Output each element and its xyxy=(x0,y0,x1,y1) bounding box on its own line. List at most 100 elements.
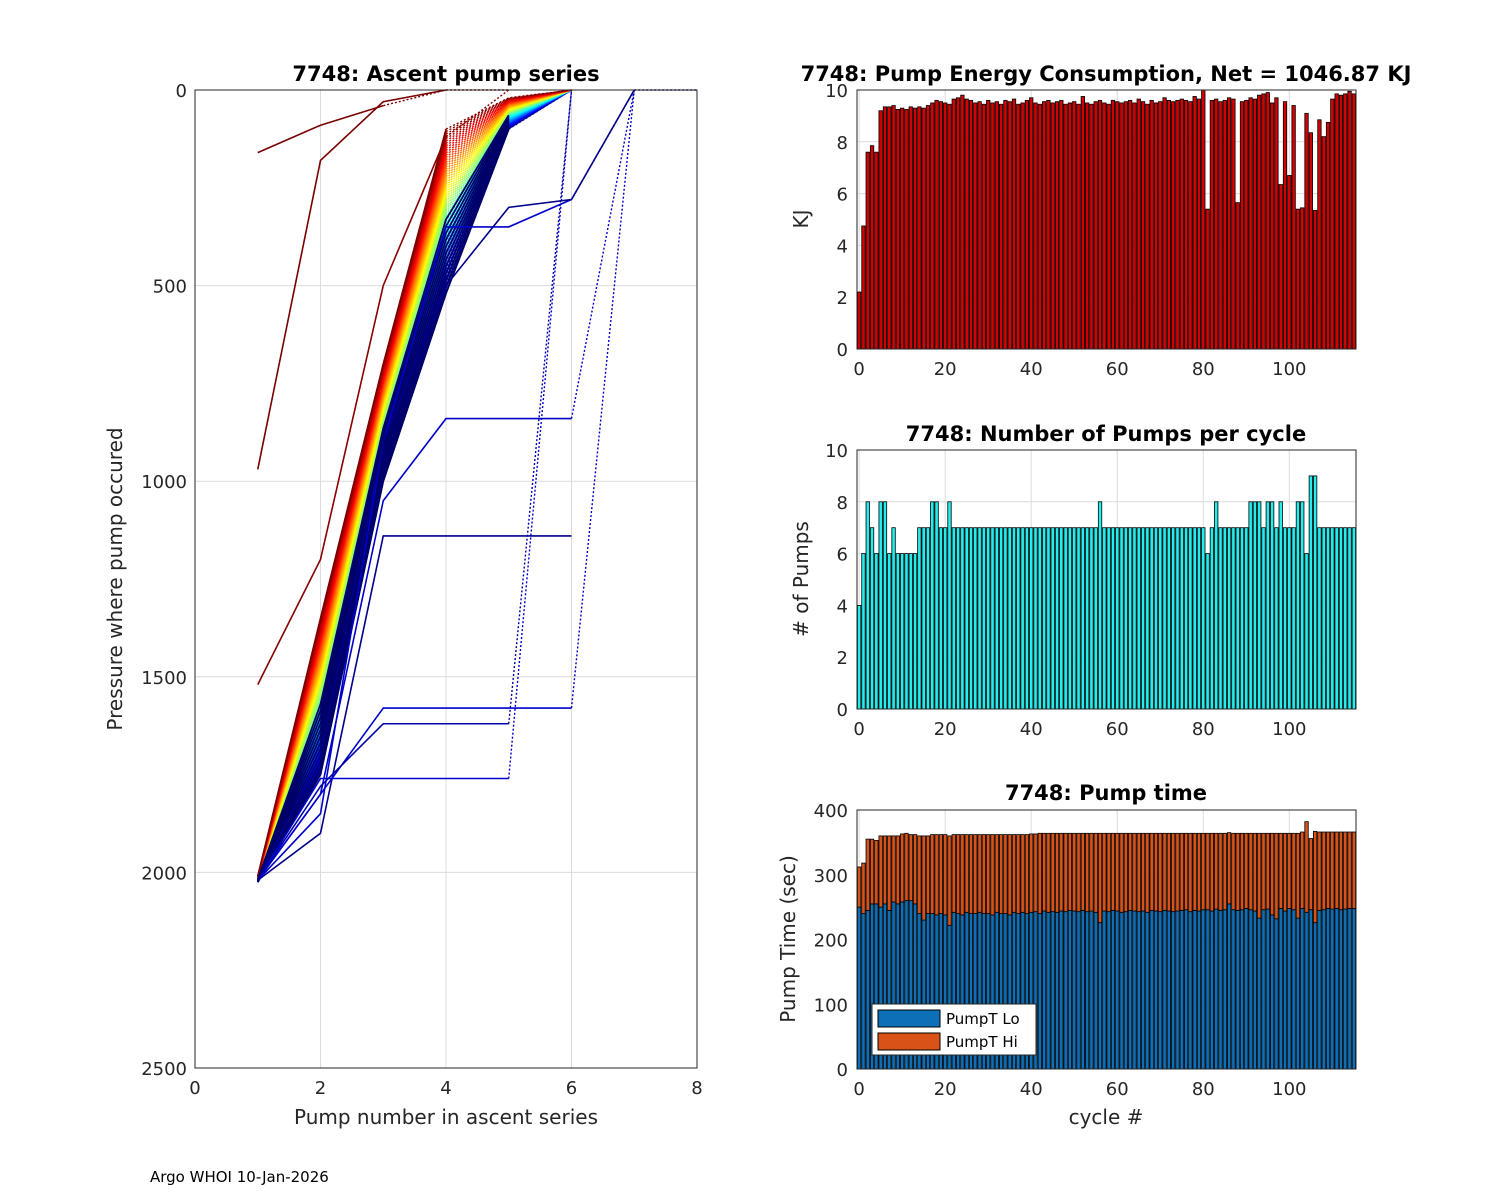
energy-bar xyxy=(981,103,987,350)
pumptime-bar-hi xyxy=(1192,832,1197,911)
pumptime-bar-lo xyxy=(1067,909,1073,1070)
energy-bar xyxy=(1265,92,1270,350)
pumptime-bar-lo xyxy=(1278,908,1283,1070)
pumps-bar xyxy=(1192,527,1197,710)
energy-bar xyxy=(930,102,935,350)
pumps-bar xyxy=(1334,527,1339,710)
pumptime-bar-lo xyxy=(1097,922,1103,1070)
pumps-bar xyxy=(895,553,900,710)
energy-bar xyxy=(1166,99,1171,350)
energy-bar xyxy=(994,101,999,350)
pumps-bar xyxy=(1313,475,1318,710)
pumptime-bar-hi xyxy=(1085,832,1090,913)
energy-bar xyxy=(1257,94,1262,350)
energy-bar xyxy=(908,106,913,350)
pumptime-bar-hi xyxy=(1252,832,1258,912)
pumptime-bar-hi xyxy=(1046,832,1051,913)
pumps-bar xyxy=(1274,527,1279,710)
pumps-bar xyxy=(1347,527,1352,710)
pumptime-bar-hi xyxy=(947,835,952,926)
pumptime-y-tick-label: 100 xyxy=(814,995,848,1016)
legend-label-pumpt-lo: PumpT Lo xyxy=(946,1010,1020,1028)
pumptime-bar-hi xyxy=(861,862,866,914)
energy-bar xyxy=(1214,98,1219,350)
pumps-bar xyxy=(1239,527,1245,710)
pumptime-bar-hi xyxy=(1072,832,1077,912)
pumptime-bar-lo xyxy=(1269,914,1275,1070)
pumps-bar xyxy=(908,553,913,710)
pumptime-bar-hi xyxy=(1295,832,1301,919)
pumptime-bar-hi xyxy=(1059,832,1064,912)
energy-bar xyxy=(912,107,918,350)
ascent-profile-tail xyxy=(445,89,572,147)
pumptime-bar-hi xyxy=(1239,832,1245,911)
pumptime-bar-lo xyxy=(1188,911,1193,1070)
pumps-bar xyxy=(1304,553,1309,710)
pumps-bar xyxy=(925,527,931,710)
ascent-early-profile-line xyxy=(256,127,510,883)
energy-bar xyxy=(1106,103,1111,350)
energy-bar xyxy=(1269,102,1275,350)
pumps-bar xyxy=(1205,553,1210,710)
pumps-bar xyxy=(1175,527,1180,710)
pumptime-bar-hi xyxy=(1338,831,1344,911)
pumptime-bar-hi xyxy=(1123,832,1128,913)
energy-bar xyxy=(947,103,952,350)
pumps-bar xyxy=(951,527,956,710)
pumptime-bar-hi xyxy=(1257,832,1262,919)
pumps-bar xyxy=(1248,501,1253,710)
energy-bar xyxy=(1007,101,1012,350)
pumptime-bar-lo xyxy=(1149,909,1154,1070)
pumps-bar xyxy=(986,527,991,710)
pumptime-bar-hi xyxy=(1291,832,1296,911)
pumptime-bar-hi xyxy=(1089,832,1094,912)
energy-bar xyxy=(865,151,870,350)
pumptime-bar-lo xyxy=(1214,908,1219,1070)
pumptime-bar-hi xyxy=(1261,832,1266,911)
pumptime-bar-hi xyxy=(1016,834,1021,914)
energy-bar xyxy=(1072,101,1077,350)
energy-bar xyxy=(1085,102,1090,350)
energy-bar xyxy=(1050,102,1055,350)
pumptime-bar-lo xyxy=(1231,909,1236,1070)
pumptime-bar-lo xyxy=(1244,908,1249,1070)
pumptime-bar-hi xyxy=(1136,832,1141,913)
pumps-bar xyxy=(930,501,935,710)
energy-bar xyxy=(1291,105,1296,350)
pumptime-bar-lo xyxy=(1162,909,1167,1070)
pumps-y-tick-label: 8 xyxy=(837,493,848,514)
energy-bar xyxy=(1140,101,1146,350)
energy-bar xyxy=(925,105,931,350)
pumptime-bar-lo xyxy=(1317,909,1322,1070)
pumps-bar xyxy=(1162,527,1167,710)
energy-bar xyxy=(1175,99,1180,350)
pumptime-bar-lo xyxy=(1085,911,1090,1070)
pumptime-bar-lo xyxy=(1089,910,1094,1070)
energy-bar xyxy=(1317,119,1322,350)
energy-bar xyxy=(874,151,879,350)
ascent-pump-series-chart: 0 2 4 6 8 0 500 1000 1500 2000 2500 7748: Ascent p… xyxy=(103,62,703,1129)
pumps-bar xyxy=(874,553,879,710)
pumptime-bar-hi xyxy=(1140,832,1146,912)
energy-bar xyxy=(1196,98,1202,350)
pumptime-bar-hi xyxy=(986,834,991,914)
energy-bar xyxy=(1097,99,1103,350)
pumps-bar xyxy=(921,527,926,710)
pumptime-bar-lo xyxy=(1325,908,1331,1070)
pumps-bar xyxy=(1016,527,1021,710)
energy-bar xyxy=(1059,99,1064,350)
ascent-notable-line xyxy=(257,777,509,881)
ascent-early-profile-line xyxy=(256,123,510,882)
pumps-bar xyxy=(1119,527,1124,710)
energy-bar xyxy=(951,98,956,350)
pumps-bar xyxy=(1089,527,1094,710)
pumptime-bar-hi xyxy=(900,833,905,903)
energy-bar xyxy=(1136,98,1141,350)
pumptime-bar-lo xyxy=(1128,909,1133,1070)
pumptime-bar-lo xyxy=(1136,911,1141,1070)
energy-bar xyxy=(1093,101,1098,350)
ascent-notable-tail xyxy=(570,89,635,709)
pumps-bar xyxy=(1330,527,1335,710)
energy-bar xyxy=(1024,99,1030,350)
ascent-notable-line xyxy=(257,104,384,154)
